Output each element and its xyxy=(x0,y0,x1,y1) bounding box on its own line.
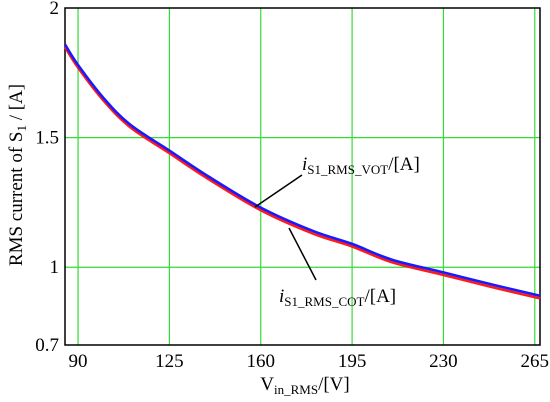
y-axis-title-main: RMS current of S xyxy=(6,132,27,267)
series-line xyxy=(63,43,541,298)
x-tick-label: 195 xyxy=(338,351,367,372)
x-tick-label: 125 xyxy=(155,351,184,372)
annotation-vot-main: i xyxy=(302,154,307,175)
y-tick-label: 1.5 xyxy=(35,128,59,149)
y-axis-title: RMS current of S1 / [A] xyxy=(6,84,29,266)
x-axis-title: Vin_RMS/[V] xyxy=(260,374,349,397)
y-axis-title-tail: / [A] xyxy=(6,84,27,125)
annotation-vot-tail: /[A] xyxy=(388,154,420,175)
y-tick-label: 0.7 xyxy=(35,335,59,356)
x-tick-label: 90 xyxy=(69,351,88,372)
y-tick-label: 2 xyxy=(50,0,60,19)
series-group xyxy=(63,43,541,300)
annotation-cot: iS1_RMS_COT/[A] xyxy=(279,286,396,309)
annotation-cot-leader xyxy=(288,227,317,281)
x-tick-label: 230 xyxy=(429,351,458,372)
x-axis-title-sub: in_RMS xyxy=(274,382,318,397)
annotation-cot-sub: S1_RMS_COT xyxy=(284,294,364,309)
x-tick-label: 160 xyxy=(246,351,275,372)
x-axis-title-tail: /[V] xyxy=(318,374,350,395)
grid xyxy=(65,8,540,345)
y-tick-label: 1 xyxy=(50,257,60,278)
x-tick-labels: 90 125 160 195 230 265 xyxy=(69,351,549,372)
annotation-cot-tail: /[A] xyxy=(364,286,396,307)
y-tick-labels: 0.7 1 1.5 2 xyxy=(35,0,59,356)
plot-frame xyxy=(64,7,541,346)
annotation-vot-leader xyxy=(254,174,303,208)
annotation-cot-main: i xyxy=(279,286,284,307)
y-axis-title-sub: 1 xyxy=(14,125,29,132)
x-tick-label: 265 xyxy=(521,351,550,372)
x-axis-title-main: V xyxy=(260,374,274,395)
annotation-vot: iS1_RMS_VOT/[A] xyxy=(302,154,420,177)
annotation-vot-sub: S1_RMS_VOT xyxy=(307,162,388,177)
series-line xyxy=(63,46,541,300)
